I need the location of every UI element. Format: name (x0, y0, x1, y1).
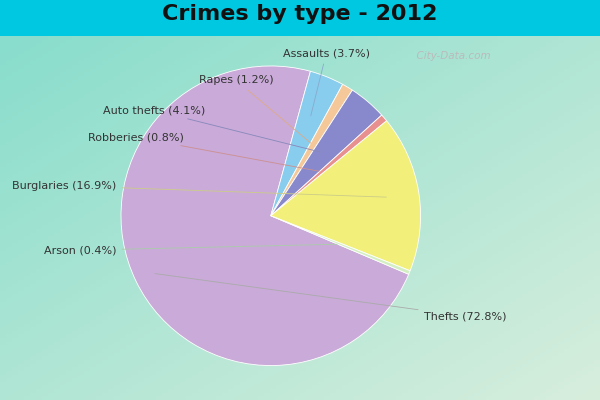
Text: Crimes by type - 2012: Crimes by type - 2012 (163, 4, 437, 24)
Text: Arson (0.4%): Arson (0.4%) (44, 244, 337, 255)
Wedge shape (121, 66, 409, 366)
Text: Assaults (3.7%): Assaults (3.7%) (283, 48, 370, 116)
Text: Auto thefts (4.1%): Auto thefts (4.1%) (103, 105, 322, 152)
Wedge shape (271, 121, 421, 271)
Wedge shape (271, 90, 382, 216)
Text: City-Data.com: City-Data.com (410, 51, 491, 61)
Text: Rapes (1.2%): Rapes (1.2%) (199, 76, 311, 143)
Text: Burglaries (16.9%): Burglaries (16.9%) (12, 181, 386, 197)
Wedge shape (271, 115, 386, 216)
Wedge shape (271, 71, 343, 216)
Text: Thefts (72.8%): Thefts (72.8%) (155, 274, 506, 321)
Text: Robberies (0.8%): Robberies (0.8%) (88, 132, 319, 171)
Wedge shape (271, 216, 410, 274)
Wedge shape (271, 84, 352, 216)
